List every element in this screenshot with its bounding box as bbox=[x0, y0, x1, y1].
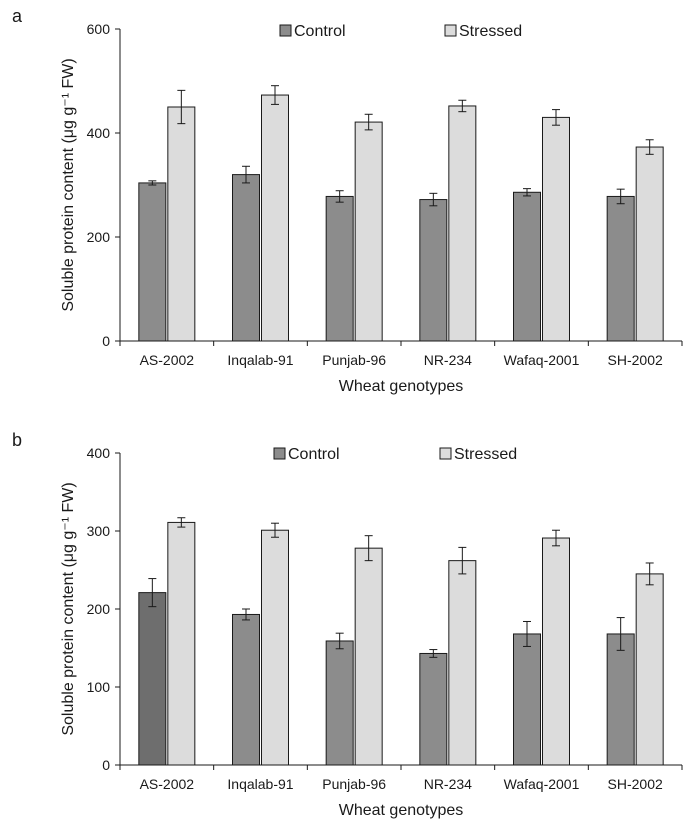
legend-swatch-control bbox=[273, 447, 286, 460]
y-tick-label: 400 bbox=[87, 125, 111, 141]
y-tick-label: 0 bbox=[102, 757, 110, 773]
bar-control-inqalab-91 bbox=[232, 174, 260, 342]
bar-stressed-wafaq-2001 bbox=[542, 116, 570, 342]
y-tick-label: 600 bbox=[87, 21, 111, 37]
bar-control-nr-234 bbox=[419, 199, 448, 342]
bar-control-punjab-96 bbox=[325, 640, 354, 766]
panel-label: b bbox=[12, 430, 22, 450]
chart-panel-a: a 0 200 400 600 Soluble protein content (μg g… bbox=[12, 6, 683, 395]
x-tick-label: SH-2002 bbox=[608, 352, 663, 368]
y-axis-title: Soluble protein content (μg g⁻¹ FW) bbox=[60, 58, 77, 311]
y-tick-label: 100 bbox=[87, 679, 111, 695]
legend-label-control: Control bbox=[288, 446, 340, 463]
x-tick-label: Wafaq-2001 bbox=[504, 776, 580, 792]
bar-stressed-as-2002 bbox=[167, 521, 196, 766]
x-tick-label: Punjab-96 bbox=[322, 352, 386, 368]
bar-stressed-wafaq-2001 bbox=[542, 537, 570, 766]
legend: Control Stressed bbox=[279, 23, 522, 40]
y-tick-label: 300 bbox=[87, 523, 111, 539]
bar-control-nr-234 bbox=[419, 652, 448, 766]
x-axis-title: Wheat genotypes bbox=[339, 802, 464, 819]
y-tick-label: 0 bbox=[102, 333, 110, 349]
x-tick-label: Inqalab-91 bbox=[227, 352, 293, 368]
chart-panel-b: b 0 100 200 300 400 Soluble protein content (μ… bbox=[12, 430, 683, 819]
x-tick-label: AS-2002 bbox=[140, 352, 195, 368]
legend: Control Stressed bbox=[273, 446, 517, 463]
bar-control-as-2002 bbox=[138, 592, 167, 766]
bar-control-wafaq-2001 bbox=[513, 191, 541, 342]
bar-stressed-as-2002 bbox=[167, 106, 196, 342]
y-tick-label: 400 bbox=[87, 445, 111, 461]
x-tick-label: Inqalab-91 bbox=[227, 776, 293, 792]
x-tick-label: Punjab-96 bbox=[322, 776, 386, 792]
bar-control-wafaq-2001 bbox=[513, 633, 541, 766]
bar-stressed-nr-234 bbox=[448, 105, 477, 342]
x-tick-label: NR-234 bbox=[424, 776, 472, 792]
bar-control-sh-2002 bbox=[606, 633, 635, 766]
bar-stressed-punjab-96 bbox=[354, 547, 383, 766]
bar-stressed-sh-2002 bbox=[635, 146, 664, 342]
bar-control-sh-2002 bbox=[606, 195, 635, 342]
bar-control-inqalab-91 bbox=[232, 613, 260, 766]
y-axis-title: Soluble protein content (μg g⁻¹ FW) bbox=[60, 482, 77, 735]
legend-swatch-stressed bbox=[439, 447, 452, 460]
legend-label-stressed: Stressed bbox=[454, 446, 517, 463]
x-tick-label: Wafaq-2001 bbox=[504, 352, 580, 368]
x-tick-label: NR-234 bbox=[424, 352, 472, 368]
bar-stressed-inqalab-91 bbox=[261, 94, 289, 342]
legend-label-control: Control bbox=[294, 23, 346, 40]
y-tick-label: 200 bbox=[87, 601, 111, 617]
x-axis-title: Wheat genotypes bbox=[339, 378, 464, 395]
bar-control-as-2002 bbox=[138, 182, 167, 342]
legend-swatch-stressed bbox=[444, 24, 457, 37]
x-tick-label: AS-2002 bbox=[140, 776, 195, 792]
x-tick-label: SH-2002 bbox=[608, 776, 663, 792]
bar-control-punjab-96 bbox=[325, 195, 354, 342]
y-tick-label: 200 bbox=[87, 229, 111, 245]
panel-label: a bbox=[12, 6, 23, 26]
bar-stressed-nr-234 bbox=[448, 560, 477, 766]
legend-label-stressed: Stressed bbox=[459, 23, 522, 40]
bar-stressed-punjab-96 bbox=[354, 121, 383, 342]
legend-swatch-control bbox=[279, 24, 292, 37]
bar-stressed-inqalab-91 bbox=[261, 529, 289, 766]
bar-stressed-sh-2002 bbox=[635, 573, 664, 766]
